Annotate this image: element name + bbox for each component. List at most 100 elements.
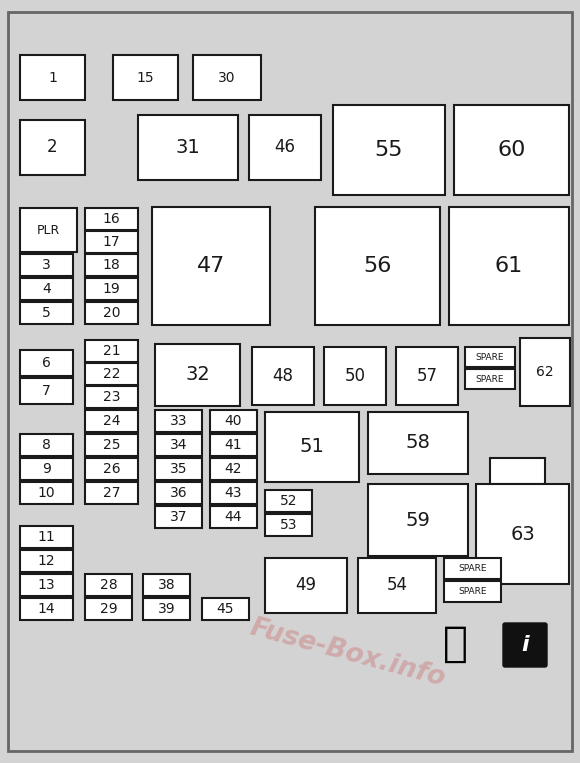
Text: 47: 47 — [197, 256, 225, 276]
Text: 41: 41 — [224, 438, 242, 452]
Bar — [265, 514, 312, 536]
Text: 55: 55 — [375, 140, 403, 160]
Text: 26: 26 — [103, 462, 120, 476]
Text: 60: 60 — [497, 140, 525, 160]
Text: 15: 15 — [137, 70, 154, 85]
Bar — [444, 558, 501, 579]
Text: 21: 21 — [103, 344, 120, 358]
Text: 45: 45 — [217, 602, 234, 616]
Text: 42: 42 — [225, 462, 242, 476]
Text: 5: 5 — [42, 306, 51, 320]
Bar — [155, 506, 202, 528]
Text: 6: 6 — [42, 356, 51, 370]
Text: 35: 35 — [170, 462, 187, 476]
Text: 53: 53 — [280, 518, 297, 532]
Bar — [520, 338, 570, 406]
Bar — [20, 378, 73, 404]
Text: PLR: PLR — [37, 224, 60, 237]
Text: 16: 16 — [103, 212, 121, 226]
Text: Fuse-Box.info: Fuse-Box.info — [247, 614, 449, 691]
Text: 2: 2 — [47, 139, 58, 156]
Bar — [85, 363, 138, 385]
Text: 34: 34 — [170, 438, 187, 452]
Bar — [193, 55, 261, 100]
Bar — [20, 482, 73, 504]
Bar — [20, 120, 85, 175]
Text: 11: 11 — [38, 530, 55, 544]
Bar — [143, 574, 190, 596]
Bar — [444, 581, 501, 602]
Text: 50: 50 — [345, 367, 365, 385]
Text: 25: 25 — [103, 438, 120, 452]
Bar — [454, 105, 569, 195]
Text: 38: 38 — [158, 578, 175, 592]
Bar — [155, 344, 240, 406]
Text: 7: 7 — [42, 384, 51, 398]
Bar — [20, 458, 73, 480]
Bar — [85, 598, 132, 620]
Bar — [85, 574, 132, 596]
Bar — [85, 434, 138, 456]
Bar — [85, 482, 138, 504]
Text: 43: 43 — [225, 486, 242, 500]
Bar — [333, 105, 445, 195]
Text: 8: 8 — [42, 438, 51, 452]
Text: 14: 14 — [38, 602, 55, 616]
Text: 39: 39 — [158, 602, 175, 616]
Text: 9: 9 — [42, 462, 51, 476]
Bar — [210, 410, 257, 432]
Text: 48: 48 — [273, 367, 293, 385]
Text: 10: 10 — [38, 486, 55, 500]
Bar — [155, 434, 202, 456]
Bar — [85, 302, 138, 324]
Bar — [20, 350, 73, 376]
Text: 59: 59 — [405, 510, 430, 530]
Bar — [20, 598, 73, 620]
Bar — [85, 458, 138, 480]
Text: 31: 31 — [176, 138, 200, 157]
Text: i: i — [521, 635, 529, 655]
Bar — [152, 207, 270, 325]
Text: 1: 1 — [48, 70, 57, 85]
Text: 18: 18 — [103, 258, 121, 272]
Bar — [252, 347, 314, 405]
Text: 54: 54 — [386, 577, 408, 594]
Text: SPARE: SPARE — [458, 587, 487, 596]
Bar — [20, 302, 73, 324]
Text: 32: 32 — [185, 365, 210, 385]
Bar — [265, 558, 347, 613]
Text: 27: 27 — [103, 486, 120, 500]
Bar — [155, 482, 202, 504]
Bar — [155, 410, 202, 432]
Bar — [265, 490, 312, 512]
Bar — [85, 278, 138, 300]
Text: 22: 22 — [103, 367, 120, 381]
Text: SPARE: SPARE — [458, 564, 487, 573]
Text: 28: 28 — [100, 578, 117, 592]
Text: 44: 44 — [225, 510, 242, 524]
Text: SPARE: SPARE — [476, 375, 504, 384]
Text: 49: 49 — [295, 577, 317, 594]
Bar — [85, 231, 138, 253]
Bar — [324, 347, 386, 405]
Text: 61: 61 — [495, 256, 523, 276]
Bar — [20, 574, 73, 596]
Text: 29: 29 — [100, 602, 117, 616]
Bar — [476, 484, 569, 584]
FancyBboxPatch shape — [503, 623, 547, 667]
Bar — [85, 208, 138, 230]
Text: 33: 33 — [170, 414, 187, 428]
Bar — [20, 526, 73, 548]
Text: 4: 4 — [42, 282, 51, 296]
Bar — [465, 369, 515, 389]
Text: 63: 63 — [510, 524, 535, 543]
Text: 3: 3 — [42, 258, 51, 272]
Bar — [368, 412, 468, 474]
Text: 46: 46 — [274, 139, 295, 156]
Bar — [20, 434, 73, 456]
Bar — [20, 254, 73, 276]
Bar — [210, 506, 257, 528]
Bar — [265, 412, 359, 482]
Bar — [358, 558, 436, 613]
Text: 51: 51 — [299, 437, 324, 456]
